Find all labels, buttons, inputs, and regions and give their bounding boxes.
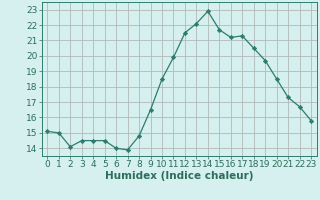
X-axis label: Humidex (Indice chaleur): Humidex (Indice chaleur) (105, 171, 253, 181)
